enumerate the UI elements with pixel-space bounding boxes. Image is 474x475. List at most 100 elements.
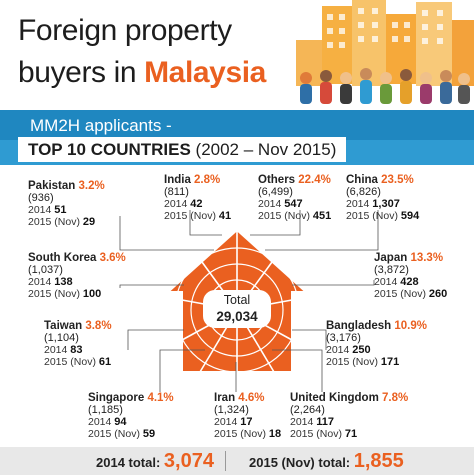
leader-line-japan: [292, 280, 375, 286]
country-2014: 2014 117: [290, 416, 335, 428]
house-ring: [190, 263, 284, 357]
country-header: Taiwan 3.8%: [44, 320, 112, 332]
country-2015: 2015 (Nov) 59: [88, 428, 156, 440]
center-total-value: 29,034: [216, 309, 258, 324]
country-share: 4.1%: [147, 392, 174, 404]
country-share: 10.9%: [394, 320, 427, 332]
country-2015: 2015 (Nov) 18: [214, 428, 282, 440]
country-name: India: [164, 174, 195, 186]
country-block-united-kingdom: United Kingdom 7.8% (2,264) 2014 117 2015 (…: [290, 392, 408, 440]
country-share: 23.5%: [381, 174, 414, 186]
leader-line-pakistan: [119, 216, 214, 251]
country-total: (3,176): [326, 332, 361, 344]
country-name: Pakistan: [28, 180, 79, 192]
totals-footer: 2014 total: 3,074 2015 (Nov) total: 1,85…: [0, 447, 474, 475]
country-block-bangladesh: Bangladesh 10.9% (3,176) 2014 250 2015 (Nov…: [326, 320, 427, 368]
banner-bold: TOP 10 COUNTRIES: [28, 140, 191, 159]
leader-line-india: [189, 210, 222, 236]
house-outline: [165, 228, 309, 373]
leader-line-taiwan: [127, 329, 184, 350]
country-block-china: China 23.5% (6,826) 2014 1,307 2015 (Nov) 5…: [346, 174, 419, 222]
country-2015: 2015 (Nov) 29: [28, 216, 96, 228]
country-header: Pakistan 3.2%: [28, 180, 105, 192]
title-highlight: Malaysia: [144, 56, 266, 89]
country-name: South Korea: [28, 252, 100, 264]
country-name: Bangladesh: [326, 320, 395, 332]
country-share: 13.3%: [410, 252, 444, 264]
country-2014: 2014 51: [28, 204, 67, 216]
country-total: (2,264): [290, 404, 325, 416]
country-total: (1,185): [88, 404, 123, 416]
country-2015: 2015 (Nov) 451: [258, 210, 332, 222]
country-share: 3.8%: [85, 320, 112, 332]
subtitle-banner: MM2H applicants - TOP 10 COUNTRIES (2002…: [0, 110, 474, 165]
country-2014: 2014 250: [326, 344, 371, 356]
country-total: (1,037): [28, 264, 63, 276]
country-name: Taiwan: [44, 320, 86, 332]
country-header: Others 22.4%: [258, 174, 331, 186]
leader-line-china: [265, 210, 379, 251]
country-block-others: Others 22.4% (6,499) 2014 547 2015 (Nov) 45…: [258, 174, 331, 222]
country-header: China 23.5%: [346, 174, 419, 186]
total-2014: 2014 total: 3,074: [96, 447, 214, 475]
leader-line-bangladesh: [292, 329, 327, 350]
country-2015: 2015 (Nov) 41: [164, 210, 232, 222]
country-header: Iran 4.6%: [214, 392, 281, 404]
country-2015: 2015 (Nov) 71: [290, 428, 358, 440]
country-total: (1,104): [44, 332, 79, 344]
country-2015: 2015 (Nov) 100: [28, 288, 102, 300]
country-2014: 2014 94: [88, 416, 127, 428]
page-title-line2: buyers in Malaysia: [18, 56, 266, 90]
country-name: Singapore: [88, 392, 148, 404]
country-2015: 2015 (Nov) 260: [374, 288, 448, 300]
country-2014: 2014 428: [374, 276, 419, 288]
total-2015-value: 1,855: [353, 450, 404, 472]
country-total: (1,324): [214, 404, 249, 416]
country-header: Singapore 4.1%: [88, 392, 174, 404]
country-block-south-korea: South Korea 3.6% (1,037) 2014 138 2015 (Nov…: [28, 252, 126, 300]
banner-line1: MM2H applicants -: [30, 116, 172, 135]
country-2014: 2014 42: [164, 198, 203, 210]
country-share: 4.6%: [238, 392, 265, 404]
country-total: (6,499): [258, 186, 293, 198]
country-share: 2.8%: [194, 174, 221, 186]
title-prefix: buyers in: [18, 56, 145, 89]
country-share: 7.8%: [382, 392, 409, 404]
country-2014: 2014 138: [28, 276, 73, 288]
country-block-pakistan: Pakistan 3.2% (936) 2014 51 2015 (Nov) 29: [28, 180, 105, 228]
country-2015: 2015 (Nov) 171: [326, 356, 400, 368]
country-share: 3.6%: [99, 252, 126, 264]
footer-divider: [225, 451, 226, 471]
banner-rest: (2002 – Nov 2015): [190, 140, 337, 159]
country-2015: 2015 (Nov) 61: [44, 356, 112, 368]
country-total: (3,872): [374, 264, 409, 276]
country-name: China: [346, 174, 382, 186]
leader-line-south-korea: [119, 284, 184, 288]
center-total-label: Total: [223, 293, 251, 307]
banner-line2: TOP 10 COUNTRIES (2002 – Nov 2015): [18, 137, 347, 162]
city-skyline-illustration: [282, 0, 474, 112]
page-title-line1: Foreign property: [18, 14, 232, 47]
country-total: (6,826): [346, 186, 381, 198]
country-block-india: India 2.8% (811) 2014 42 2015 (Nov) 41: [164, 174, 231, 222]
country-header: Japan 13.3%: [374, 252, 447, 264]
country-block-taiwan: Taiwan 3.8% (1,104) 2014 83 2015 (Nov) 61: [44, 320, 112, 368]
country-2014: 2014 547: [258, 198, 303, 210]
leader-line-united-kingdom: [272, 349, 323, 392]
country-2014: 2014 1,307: [346, 198, 400, 210]
country-block-singapore: Singapore 4.1% (1,185) 2014 94 2015 (Nov) 5…: [88, 392, 174, 440]
total-2014-label: 2014 total:: [96, 455, 164, 470]
center-total: Total 29,034: [203, 290, 271, 328]
country-2014: 2014 83: [44, 344, 83, 356]
country-share: 3.2%: [78, 180, 105, 192]
banner-top-band: [0, 110, 474, 140]
country-block-iran: Iran 4.6% (1,324) 2014 17 2015 (Nov) 18: [214, 392, 281, 440]
country-total: (936): [28, 192, 54, 204]
country-2015: 2015 (Nov) 594: [346, 210, 420, 222]
total-2014-value: 3,074: [163, 450, 214, 472]
country-header: United Kingdom 7.8%: [290, 392, 408, 404]
country-name: Japan: [374, 252, 411, 264]
country-block-japan: Japan 13.3% (3,872) 2014 428 2015 (Nov) 260: [374, 252, 447, 300]
country-header: Bangladesh 10.9%: [326, 320, 427, 332]
